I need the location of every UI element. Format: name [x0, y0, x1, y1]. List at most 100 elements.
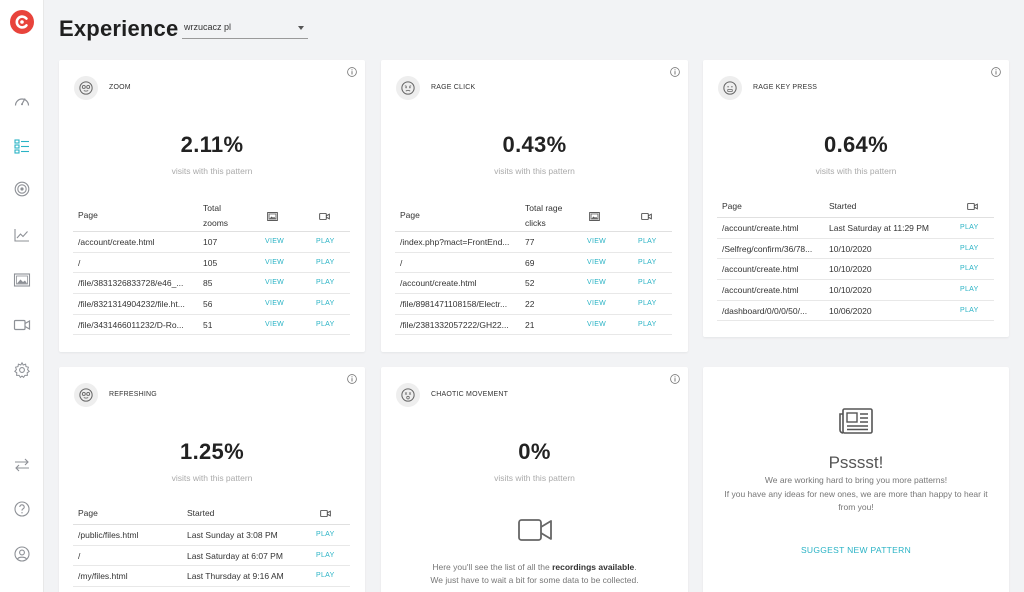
rage-key-face-icon: [718, 76, 742, 100]
play-link[interactable]: PLAY: [960, 244, 979, 252]
pattern-card-zoom: ZOOM 2.11% visits with this pattern Page…: [59, 60, 365, 352]
col-total: Total rage clicks: [525, 203, 563, 228]
card-title: ZOOM: [109, 84, 131, 91]
table-row: /account/create.html 107 VIEW PLAY: [73, 232, 350, 253]
site-select[interactable]: wrzucacz pl: [182, 22, 308, 39]
help-icon[interactable]: [13, 500, 31, 518]
pattern-percent: 0.43%: [502, 132, 567, 157]
video-icon: [320, 509, 331, 518]
app-logo[interactable]: [10, 10, 34, 34]
view-link[interactable]: VIEW: [587, 258, 607, 266]
col-total: Total zooms: [203, 203, 229, 228]
play-link[interactable]: PLAY: [316, 320, 335, 328]
info-icon[interactable]: [670, 374, 680, 384]
card-title: REFRESHING: [109, 391, 157, 398]
col-page: Page: [400, 210, 420, 220]
play-link[interactable]: PLAY: [638, 279, 657, 287]
video-camera-icon: [518, 517, 552, 543]
play-link[interactable]: PLAY: [316, 300, 335, 308]
table-row: /file/3431466011232/D-Ro... 51 VIEW PLAY: [73, 315, 350, 336]
pattern-subtitle: visits with this pattern: [494, 473, 575, 483]
pattern-card-rage-key-press: RAGE KEY PRESS 0.64% visits with this pa…: [703, 60, 1009, 337]
image-icon: [589, 212, 600, 221]
pattern-percent: 0.64%: [824, 132, 888, 157]
recordings-icon[interactable]: [13, 316, 31, 334]
card-title: RAGE CLICK: [431, 84, 476, 91]
account-icon[interactable]: [13, 545, 31, 563]
view-link[interactable]: VIEW: [265, 279, 285, 287]
pattern-percent: 0%: [518, 439, 551, 464]
info-icon[interactable]: [670, 67, 680, 77]
view-link[interactable]: VIEW: [265, 258, 285, 266]
newspaper-icon: [839, 408, 873, 434]
play-link[interactable]: PLAY: [316, 551, 335, 559]
chaotic-face-icon: [396, 383, 420, 407]
play-link[interactable]: PLAY: [638, 320, 657, 328]
video-icon: [319, 212, 330, 221]
table-row: /file/2381332057222/GH22... 21 VIEW PLAY: [395, 315, 672, 336]
video-icon: [967, 202, 978, 211]
play-link[interactable]: PLAY: [960, 286, 979, 294]
table-row: /account/create.html 52 VIEW PLAY: [395, 273, 672, 295]
table-header: Page Total rage clicks: [395, 202, 672, 232]
zoom-face-icon: [74, 76, 98, 100]
col-started: Started: [829, 201, 857, 211]
play-link[interactable]: PLAY: [960, 224, 979, 231]
table-header: Page Started: [717, 196, 994, 218]
view-link[interactable]: VIEW: [587, 279, 607, 287]
dashboard-icon[interactable]: [13, 92, 31, 110]
table-row: /my/files.html Last Thursday at 9:16 AM …: [73, 566, 350, 588]
play-link[interactable]: PLAY: [960, 306, 979, 314]
table-row: /dashboard/0/0/0/50/... 10/06/2020 PLAY: [717, 301, 994, 322]
table-row: /account/create.html 10/10/2020 PLAY: [717, 259, 994, 281]
table-row: /file/8321314904232/file.ht... 56 VIEW P…: [73, 294, 350, 315]
pattern-table: Page Total rage clicks /index.php?mact=Fr…: [395, 202, 672, 336]
play-link[interactable]: PLAY: [316, 572, 335, 580]
table-header: Page Total zooms: [73, 202, 350, 232]
swap-icon[interactable]: [13, 456, 31, 474]
play-link[interactable]: PLAY: [316, 238, 335, 245]
heatmap-icon[interactable]: [13, 271, 31, 289]
table-row: / 105 VIEW PLAY: [73, 253, 350, 274]
info-icon[interactable]: [347, 374, 357, 384]
experience-icon[interactable]: [13, 137, 31, 155]
play-link[interactable]: PLAY: [638, 238, 657, 245]
view-link[interactable]: VIEW: [587, 320, 607, 328]
target-icon[interactable]: [13, 180, 31, 198]
pattern-subtitle: visits with this pattern: [494, 166, 575, 176]
table-row: /index.php?mact=FrontEnd... 77 VIEW PLAY: [395, 232, 672, 253]
view-link[interactable]: VIEW: [265, 320, 285, 328]
table-row: / Last Saturday at 6:07 PM PLAY: [73, 546, 350, 567]
play-link[interactable]: PLAY: [316, 531, 335, 538]
info-icon[interactable]: [347, 67, 357, 77]
table-header: Page Started: [73, 503, 350, 525]
info-icon[interactable]: [991, 67, 1001, 77]
table-row: /account/create.html 10/10/2020 PLAY: [717, 280, 994, 301]
pattern-table: Page Started /account/create.html Last S…: [717, 196, 994, 322]
pattern-subtitle: visits with this pattern: [815, 166, 897, 176]
rage-click-face-icon: [396, 76, 420, 100]
play-link[interactable]: PLAY: [960, 265, 979, 273]
col-page: Page: [78, 210, 98, 220]
play-link[interactable]: PLAY: [638, 300, 657, 308]
col-page: Page: [78, 508, 98, 518]
settings-icon[interactable]: [13, 361, 31, 379]
chart-icon[interactable]: [13, 226, 31, 244]
view-link[interactable]: VIEW: [587, 300, 607, 308]
suggest-pattern-card: Psssst! We are working hard to bring you…: [703, 367, 1009, 592]
view-link[interactable]: VIEW: [587, 238, 607, 245]
play-link[interactable]: PLAY: [316, 279, 335, 287]
play-link[interactable]: PLAY: [316, 258, 335, 266]
view-link[interactable]: VIEW: [265, 238, 285, 245]
card-title: RAGE KEY PRESS: [753, 84, 818, 91]
site-select-value: wrzucacz pl: [184, 22, 232, 32]
view-link[interactable]: VIEW: [265, 300, 285, 308]
play-link[interactable]: PLAY: [638, 258, 657, 266]
pattern-table: Page Started /public/files.html Last Sun…: [73, 503, 350, 588]
image-icon: [267, 212, 278, 221]
promo-message: We are working hard to bring you more pa…: [724, 475, 988, 512]
suggest-pattern-link[interactable]: SUGGEST NEW PATTERN: [800, 545, 912, 555]
pattern-table: Page Total zooms /account/create.html 107…: [73, 202, 350, 336]
pattern-percent: 1.25%: [180, 439, 244, 464]
table-row: /file/8981471108158/Electr... 22 VIEW PL…: [395, 294, 672, 315]
